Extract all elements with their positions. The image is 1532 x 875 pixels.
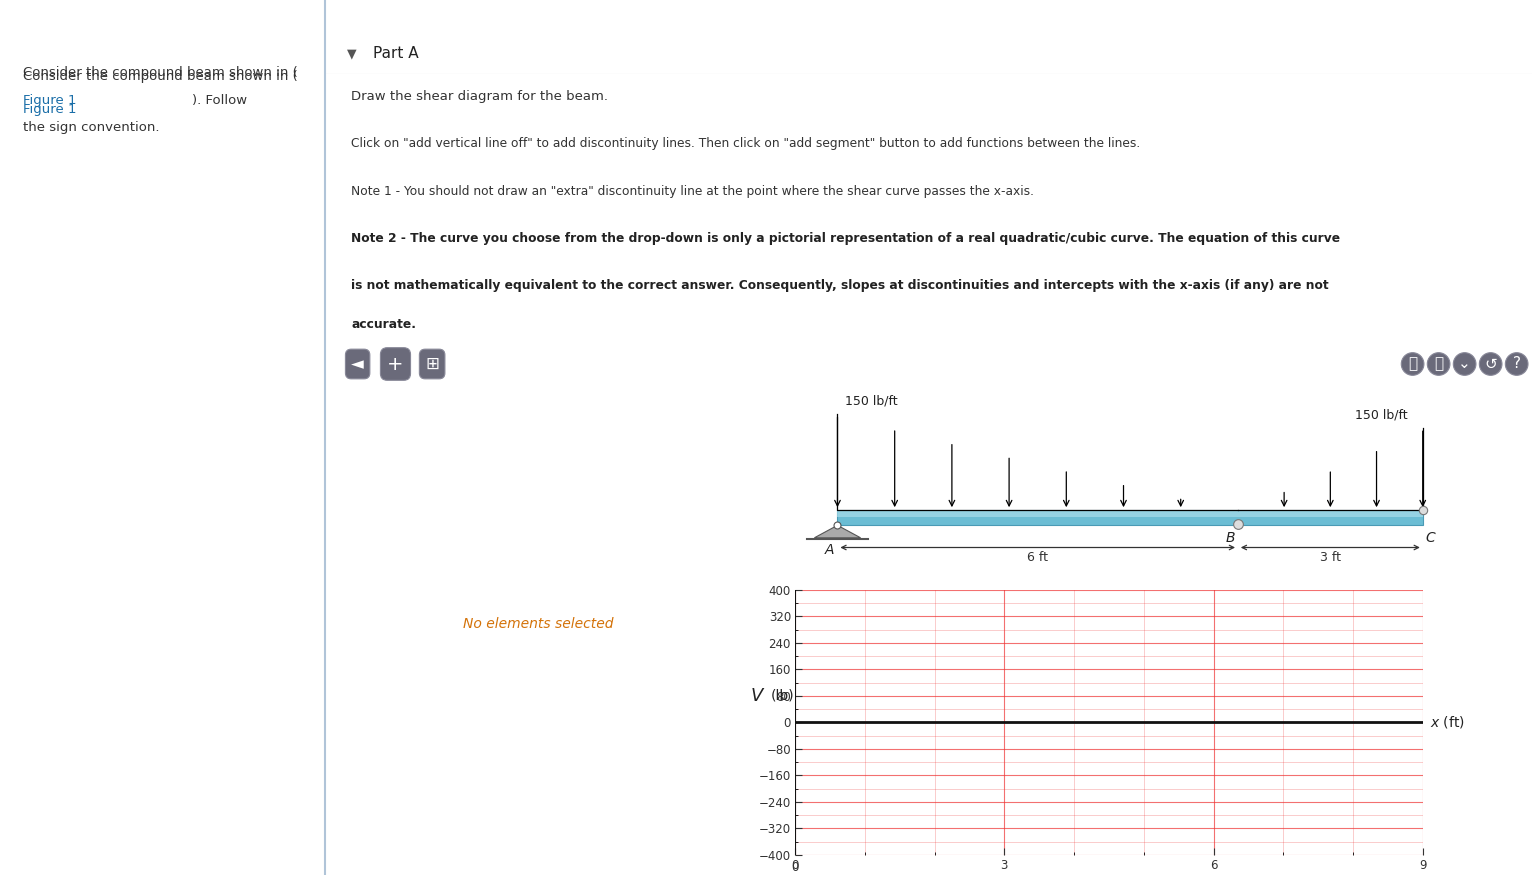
Text: Consider the compound beam shown in (: Consider the compound beam shown in (	[23, 70, 297, 83]
Text: 💡: 💡	[1408, 356, 1417, 372]
Text: is not mathematically equivalent to the correct answer. Consequently, slopes at : is not mathematically equivalent to the …	[351, 279, 1328, 292]
Text: Note 2 - The curve you choose from the drop-down is only a pictorial representat: Note 2 - The curve you choose from the d…	[351, 232, 1340, 245]
Text: 6 ft: 6 ft	[1026, 551, 1048, 564]
Text: 150 lb/ft: 150 lb/ft	[1354, 409, 1408, 422]
Text: Draw the shear diagram for the beam.: Draw the shear diagram for the beam.	[351, 90, 608, 103]
Text: Figure 1: Figure 1	[23, 94, 77, 107]
Polygon shape	[815, 525, 861, 538]
Text: accurate.: accurate.	[351, 318, 417, 332]
Text: Part A: Part A	[374, 46, 418, 61]
Text: Figure 1: Figure 1	[23, 103, 77, 116]
Text: B: B	[1226, 531, 1235, 545]
Text: (lb): (lb)	[771, 689, 794, 703]
Text: ↺: ↺	[1485, 356, 1497, 372]
Text: +: +	[388, 354, 404, 374]
Text: ◄: ◄	[351, 355, 365, 373]
Text: ⌄: ⌄	[1458, 356, 1471, 372]
Text: ⓘ: ⓘ	[1434, 356, 1443, 372]
Text: ?: ?	[1512, 356, 1521, 372]
Text: 150 lb/ft: 150 lb/ft	[846, 395, 898, 408]
Text: Click on "add vertical line off" to add discontinuity lines. Then click on "add : Click on "add vertical line off" to add …	[351, 137, 1141, 150]
Text: C: C	[1426, 531, 1435, 545]
Text: Note 1 - You should not draw an "extra" discontinuity line at the point where th: Note 1 - You should not draw an "extra" …	[351, 185, 1034, 198]
Text: the sign convention.: the sign convention.	[23, 121, 159, 134]
Text: ). Follow: ). Follow	[192, 94, 247, 107]
Text: Consider the compound beam shown in (: Consider the compound beam shown in (	[23, 66, 297, 79]
Text: ⊞: ⊞	[426, 355, 440, 373]
Text: 0: 0	[792, 861, 798, 874]
Text: $V$: $V$	[751, 687, 766, 705]
Text: 3 ft: 3 ft	[1321, 551, 1340, 564]
Bar	[838, 510, 1423, 517]
Bar	[838, 510, 1423, 525]
Text: No elements selected: No elements selected	[463, 618, 613, 632]
Text: $x$ (ft): $x$ (ft)	[1431, 714, 1465, 731]
Text: ▼: ▼	[346, 47, 355, 60]
Text: A: A	[826, 543, 835, 557]
